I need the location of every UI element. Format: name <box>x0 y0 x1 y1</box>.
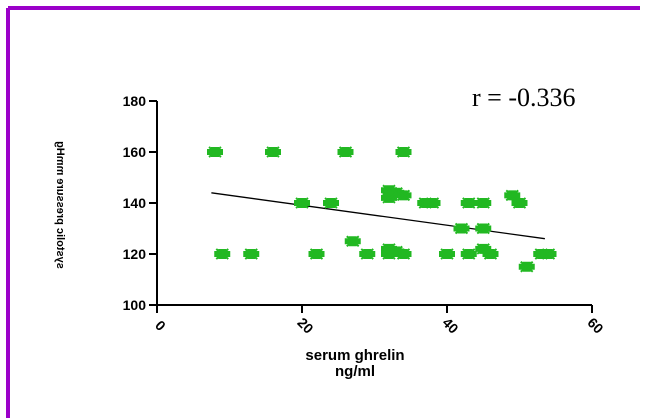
x-tick-label: 0 <box>152 317 169 334</box>
data-point <box>540 248 557 260</box>
data-point <box>511 197 528 209</box>
data-point <box>395 146 412 158</box>
data-point <box>518 260 535 273</box>
trendline-group <box>211 192 545 240</box>
data-point <box>323 197 339 209</box>
data-point <box>294 197 310 209</box>
data-point <box>395 189 412 202</box>
y-ticks: 100 120 140 160 180 <box>123 93 157 313</box>
x-axis-label-line1: serum ghrelin <box>305 347 404 364</box>
x-tick-label: 60 <box>584 314 606 336</box>
x-axis-label-line2: ng/ml <box>335 363 375 380</box>
data-point <box>214 248 231 260</box>
y-tick-label: 180 <box>123 93 147 109</box>
data-point <box>439 248 455 260</box>
y-tick-label: 120 <box>123 246 147 262</box>
y-tick-label: 100 <box>123 297 147 313</box>
trendline <box>211 192 545 240</box>
data-point <box>482 248 499 260</box>
data-point <box>460 197 477 209</box>
data-point <box>207 146 223 158</box>
x-tick-label: 40 <box>439 314 461 336</box>
data-point <box>475 222 492 235</box>
data-point <box>460 248 477 260</box>
y-axis-label: systolic pressure mmHg <box>54 141 66 269</box>
data-point <box>265 146 281 158</box>
data-point <box>395 248 412 260</box>
data-point <box>475 197 492 209</box>
y-tick-label: 140 <box>123 195 147 211</box>
correlation-annotation: r = -0.336 <box>472 83 575 112</box>
data-point <box>359 248 376 260</box>
data-point <box>308 248 325 260</box>
data-point <box>243 248 260 260</box>
x-tick-label: 20 <box>294 314 316 336</box>
data-point <box>424 197 441 209</box>
x-ticks: 0 20 40 60 <box>152 305 607 337</box>
y-tick-label: 160 <box>123 144 147 160</box>
data-point <box>337 146 354 158</box>
data-points <box>207 146 557 273</box>
data-point <box>453 222 470 235</box>
data-point <box>344 235 361 248</box>
